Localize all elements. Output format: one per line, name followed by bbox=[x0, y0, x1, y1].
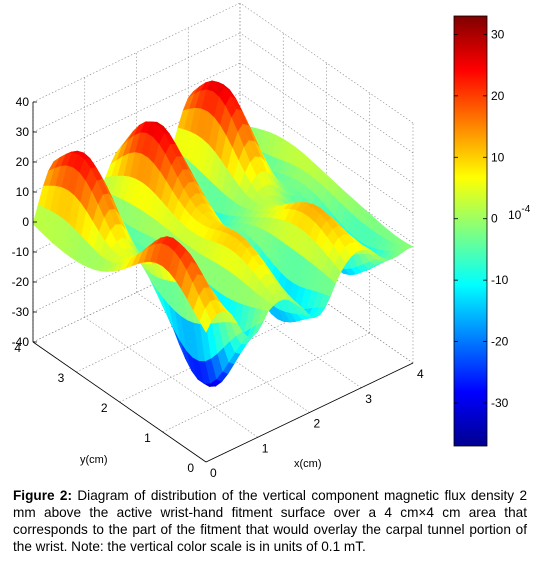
surface-mesh bbox=[32, 80, 414, 387]
z-tick-label: -40 bbox=[12, 335, 30, 349]
colorbar-ticks: 30 20 10 0 -10 -20 -30 bbox=[454, 27, 509, 410]
colorbar-tick-label: 20 bbox=[491, 89, 505, 103]
colorbar-multiplier-base: 10 bbox=[508, 208, 522, 222]
x-tick-label: 3 bbox=[365, 392, 372, 406]
z-tick-label: 30 bbox=[16, 125, 30, 139]
grid-line-side-wall bbox=[239, 2, 414, 124]
z-tick-label: -10 bbox=[12, 245, 30, 259]
z-tick-label: 20 bbox=[16, 155, 30, 169]
surface-plot-figure: 40 30 20 10 0 -10 -20 -30 -40 0 1 2 3 4 0 1 2 3 4 x(cm) y(… bbox=[12, 2, 531, 480]
colorbar-tick-label: 30 bbox=[491, 27, 505, 41]
y-tick-label: 3 bbox=[58, 371, 65, 385]
z-tick-label: 10 bbox=[16, 185, 30, 199]
x-tick-label: 0 bbox=[210, 466, 217, 480]
surface-patch bbox=[199, 308, 212, 333]
colorbar-tick-label: 10 bbox=[491, 150, 505, 164]
z-tick-label: 40 bbox=[16, 95, 30, 109]
x-axis-label: x(cm) bbox=[294, 458, 322, 470]
y-axis-line bbox=[32, 341, 207, 463]
colorbar-tick-label: -20 bbox=[491, 335, 509, 349]
y-tick-label: 0 bbox=[187, 461, 194, 475]
caption-text: Diagram of distribution of the vertical … bbox=[13, 488, 527, 554]
colorbar-tick-label: -30 bbox=[491, 396, 509, 410]
colorbar-gradient bbox=[453, 15, 488, 447]
caption-label: Figure 2: bbox=[13, 488, 72, 503]
x-tick-label: 4 bbox=[417, 367, 424, 381]
x-tick-label: 2 bbox=[314, 417, 321, 431]
y-tick-label: 1 bbox=[144, 431, 151, 445]
grid-line-side-wall bbox=[239, 92, 414, 214]
colorbar-multiplier: 10-4 bbox=[508, 204, 531, 222]
colorbar-multiplier-exponent: -4 bbox=[521, 204, 530, 215]
z-tick-label: 0 bbox=[22, 215, 29, 229]
y-axis-label: y(cm) bbox=[80, 454, 108, 466]
y-tick-label: 2 bbox=[101, 401, 108, 415]
x-tick-label: 1 bbox=[262, 441, 269, 455]
z-tick-label: -20 bbox=[12, 275, 30, 289]
colorbar-tick-label: -10 bbox=[491, 273, 509, 287]
figure-caption: Figure 2: Diagram of distribution of the… bbox=[13, 487, 527, 555]
z-tick-label: -30 bbox=[12, 305, 30, 319]
y-tick-label: 4 bbox=[14, 341, 21, 355]
colorbar-tick-label: 0 bbox=[491, 212, 498, 226]
x-axis-line bbox=[205, 362, 414, 463]
